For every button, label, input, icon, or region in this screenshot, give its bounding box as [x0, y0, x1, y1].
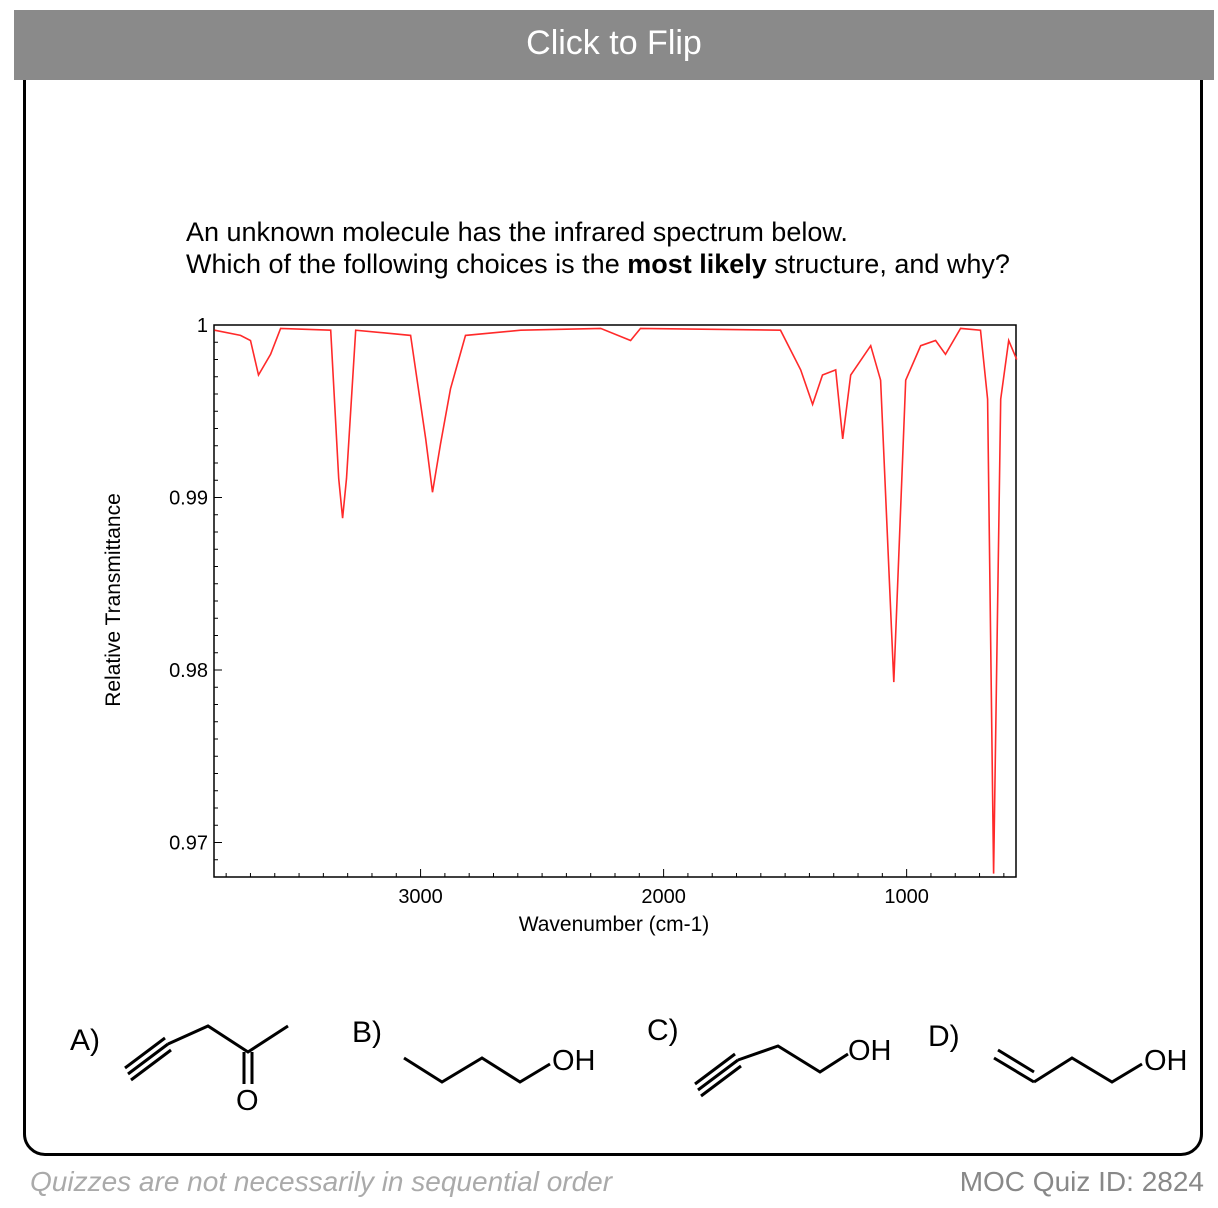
choice-b-label[interactable]: B) — [352, 1016, 382, 1049]
structure-d[interactable] — [993, 1048, 1143, 1084]
x-axis-label: Wavenumber (cm-1) — [519, 913, 710, 936]
question-text: An unknown molecule has the infrared spe… — [186, 216, 1010, 280]
hydroxyl-group: OH — [1144, 1045, 1188, 1077]
question-line-2: Which of the following choices is the mo… — [186, 248, 1010, 280]
structure-c[interactable] — [694, 1044, 849, 1098]
question-text-part: structure, and why? — [766, 249, 1010, 279]
hydroxyl-group: OH — [552, 1045, 596, 1077]
choice-c-label[interactable]: C) — [647, 1014, 679, 1047]
y-tick-label: 1 — [197, 315, 208, 337]
structure-a[interactable] — [124, 1024, 289, 1084]
x-tick-label: 2000 — [641, 886, 686, 908]
ir-spectrum-chart: 3000 2000 1000 1 0.99 0.98 0.97 Wavenumber (cm… — [102, 315, 1018, 936]
oxygen-atom: O — [236, 1085, 259, 1117]
structures: O OH OH OH — [124, 1024, 1188, 1117]
y-tick-label: 0.97 — [169, 833, 208, 855]
hydroxyl-group: OH — [848, 1035, 892, 1067]
question-text-part: Which of the following choices is the — [186, 249, 628, 279]
question-emphasis: most likely — [627, 249, 767, 279]
question-line-1: An unknown molecule has the infrared spe… — [186, 217, 848, 247]
spectrum-line — [214, 327, 1018, 874]
x-tick-label: 1000 — [884, 886, 929, 908]
structure-b[interactable] — [403, 1056, 551, 1084]
quiz-id: MOC Quiz ID: 2824 — [959, 1166, 1204, 1197]
x-tick-label: 3000 — [398, 886, 443, 908]
y-tick-label: 0.99 — [169, 488, 208, 510]
click-to-flip-button[interactable]: Click to Flip — [14, 10, 1214, 80]
y-tick-label: 0.98 — [169, 660, 208, 682]
y-axis-label: Relative Transmittance — [102, 493, 125, 707]
choice-d-label[interactable]: D) — [928, 1020, 960, 1053]
choice-a-label[interactable]: A) — [70, 1024, 100, 1057]
order-note: Quizzes are not necessarily in sequentia… — [30, 1166, 613, 1197]
